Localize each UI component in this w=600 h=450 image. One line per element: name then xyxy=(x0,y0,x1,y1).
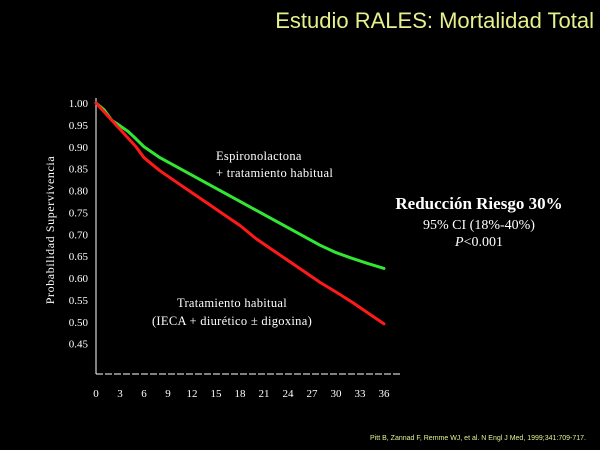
x-tick-label: 12 xyxy=(187,388,198,400)
x-tick-label: 3 xyxy=(117,388,123,400)
p-value-threshold: <0.001 xyxy=(463,235,503,250)
y-tick-label: 0.75 xyxy=(69,207,89,219)
y-axis-label: Probabilidad Supervivencia xyxy=(43,156,57,305)
y-tick-label: 1.00 xyxy=(69,98,89,110)
usual-care-label-line1: Tratamiento habitual xyxy=(177,296,287,310)
confidence-interval: 95% CI (18%-40%) xyxy=(423,218,535,233)
spironolactone-label-line2: + tratamiento habitual xyxy=(216,166,333,180)
x-tick-label: 0 xyxy=(93,388,99,400)
y-tick-label: 0.50 xyxy=(69,317,89,329)
x-tick-label: 15 xyxy=(211,388,223,400)
x-tick-label: 27 xyxy=(307,388,319,400)
x-tick-label: 9 xyxy=(165,388,171,400)
y-tick-label: 0.70 xyxy=(69,229,89,241)
y-tick-label: 0.60 xyxy=(69,273,89,285)
risk-reduction-box: Reducción Riesgo 30% 95% CI (18%-40%) P<… xyxy=(370,194,588,251)
usual-care-survival-line xyxy=(94,101,386,326)
x-tick-label: 36 xyxy=(379,388,391,400)
x-tick-label: 24 xyxy=(283,388,295,400)
p-value: P<0.001 xyxy=(370,235,588,251)
y-tick-label: 0.80 xyxy=(69,186,89,198)
usual-care-label-line2: (IECA + diurético ± digoxina) xyxy=(152,314,312,328)
y-tick-label: 0.90 xyxy=(69,142,89,154)
y-tick-label: 0.95 xyxy=(69,120,89,132)
x-tick-label: 6 xyxy=(141,388,147,400)
x-tick-label: 21 xyxy=(259,388,270,400)
spironolactone-label-line1: Espironolactona xyxy=(216,149,302,163)
y-tick-label: 0.65 xyxy=(69,251,89,263)
x-tick-label: 30 xyxy=(331,388,343,400)
x-tick-label: 33 xyxy=(355,388,367,400)
y-tick-label: 0.45 xyxy=(69,339,89,351)
citation: Pitt B, Zannad F, Remme WJ, et al. N Eng… xyxy=(370,435,586,442)
spironolactone-survival-line xyxy=(94,101,386,270)
x-tick-label: 18 xyxy=(235,388,247,400)
y-tick-label: 0.55 xyxy=(69,295,89,307)
risk-reduction-headline: Reducción Riesgo 30% xyxy=(395,194,563,213)
y-tick-label: 0.85 xyxy=(69,164,89,176)
p-value-letter: P xyxy=(455,235,464,250)
slide-title: Estudio RALES: Mortalidad Total xyxy=(275,8,594,33)
